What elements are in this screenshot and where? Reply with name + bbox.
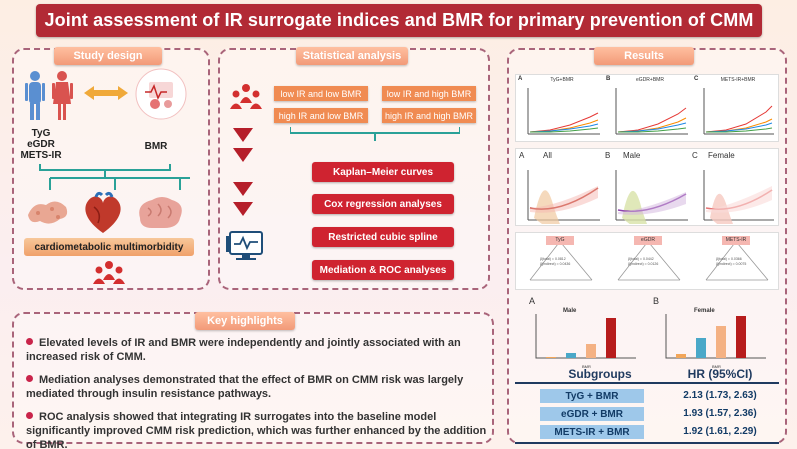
rcs-title: Male	[623, 151, 641, 160]
bar-title: Male	[563, 308, 577, 314]
group-low-low: low IR and low BMR	[274, 86, 368, 101]
rcs-title: All	[543, 151, 552, 160]
method-cox: Cox regression analyses	[312, 194, 454, 214]
bar-male-q3	[586, 344, 596, 358]
heart-icon	[85, 191, 121, 233]
population-icon	[93, 261, 125, 284]
bar-letter: B	[653, 296, 660, 306]
bracket-line	[290, 127, 460, 141]
svg-text:β(indirect) = 0.0075: β(indirect) = 0.0075	[716, 262, 746, 266]
monitor-chart-icon	[226, 231, 263, 260]
method-rcs: Restricted cubic spline	[312, 227, 454, 247]
mediation-label-egdr: eGDR	[641, 237, 655, 243]
svg-text:β(indirect) = 0.0126: β(indirect) = 0.0126	[628, 262, 658, 266]
table-row-hr: 1.93 (1.57, 2.36)	[683, 408, 757, 419]
study-design-label: Study design	[54, 47, 162, 65]
down-arrow-icon	[233, 148, 253, 162]
mediation-label-metsir: METS-IR	[725, 237, 747, 243]
method-mediation-roc: Mediation & ROC analyses	[312, 260, 454, 280]
bar-female-q1	[676, 354, 686, 358]
outcome-bar: cardiometabolic multimorbidity	[24, 238, 194, 256]
rcs-letter: C	[692, 151, 698, 160]
km-title: TyG+BMR	[550, 77, 574, 83]
table-row-hr: 1.92 (1.61, 2.29)	[683, 426, 757, 437]
svg-text:BMR: BMR	[582, 364, 591, 369]
km-letter: C	[694, 76, 699, 82]
bar-male-q2	[566, 353, 576, 358]
svg-text:β(total) = 0.0812: β(total) = 0.0812	[540, 257, 566, 261]
table-divider-top	[515, 382, 779, 384]
bmr-label: BMR	[144, 141, 168, 152]
human-body-icon	[25, 71, 73, 120]
table-row-hr: 2.13 (1.73, 2.63)	[683, 390, 757, 401]
table-row-label: TyG + BMR	[540, 389, 644, 403]
bar-male-q4	[606, 318, 616, 358]
group-low-high: low IR and high BMR	[382, 86, 476, 101]
km-title: eGDR+BMR	[636, 77, 664, 83]
km-curves-figure	[515, 74, 779, 142]
km-curves-plot	[527, 88, 774, 135]
svg-text:β(total) = 0.0442: β(total) = 0.0442	[628, 257, 654, 261]
page-title: Joint assessment of IR surrogate indices…	[36, 4, 762, 37]
key-highlights-label: Key highlights	[195, 312, 295, 330]
table-header-subgroups: Subgroups	[568, 367, 632, 381]
key-highlights-panel	[12, 312, 494, 444]
rcs-plot	[527, 170, 774, 224]
km-letter: B	[606, 76, 611, 82]
double-arrow-icon	[84, 86, 128, 100]
incidence-bar-chart: BMR BMR	[535, 314, 766, 369]
table-row-label: METS-IR + BMR	[540, 425, 644, 439]
bullet-icon	[26, 412, 33, 419]
rcs-title: Female	[708, 151, 735, 160]
down-arrow-icon	[233, 182, 253, 196]
population-icon	[230, 84, 262, 109]
highlight-item: Mediation analyses demonstrated that the…	[26, 374, 464, 400]
table-row-label: eGDR + BMR	[540, 407, 644, 421]
outcome-label: cardiometabolic multimorbidity	[34, 241, 184, 253]
group-high-high: high IR and high BMR	[382, 108, 476, 123]
down-arrow-icon	[233, 202, 253, 216]
highlight-item: Elevated levels of IR and BMR were indep…	[26, 337, 461, 363]
ir-indices-label: TyG eGDR METS-IR	[20, 128, 62, 161]
mediation-label-tyg: TyG	[555, 237, 565, 243]
bar-female-q4	[736, 316, 746, 358]
bullet-icon	[26, 338, 33, 345]
bar-female-q2	[696, 338, 706, 358]
statistical-analysis-label: Statistical analysis	[296, 47, 408, 65]
highlight-item: ROC analysis showed that integrating IR …	[26, 411, 487, 449]
down-arrow-icon	[233, 128, 253, 142]
method-km: Kaplan–Meier curves	[312, 162, 454, 182]
connector-lines	[39, 164, 190, 190]
bullet-icon	[26, 375, 33, 382]
results-label: Results	[594, 47, 694, 65]
km-letter: A	[518, 76, 523, 82]
svg-text:BMR: BMR	[712, 364, 721, 369]
metabolism-icon	[135, 68, 187, 120]
bar-female-q3	[716, 326, 726, 358]
table-divider-bottom	[515, 442, 779, 444]
table-header-hr: HR (95%CI)	[687, 367, 753, 381]
bar-title: Female	[694, 308, 715, 314]
brain-icon	[139, 197, 182, 228]
rcs-letter: B	[605, 151, 611, 160]
svg-text:β(indirect) = 0.0436: β(indirect) = 0.0436	[540, 262, 570, 266]
km-title: METS-IR+BMR	[720, 77, 756, 83]
bar-letter: A	[529, 296, 536, 306]
bar-male-q1	[546, 357, 556, 358]
rcs-letter: A	[519, 151, 525, 160]
svg-text:β(total) = 0.0366: β(total) = 0.0366	[716, 257, 742, 261]
group-high-low: high IR and low BMR	[274, 108, 368, 123]
pancreas-icon	[28, 201, 68, 224]
